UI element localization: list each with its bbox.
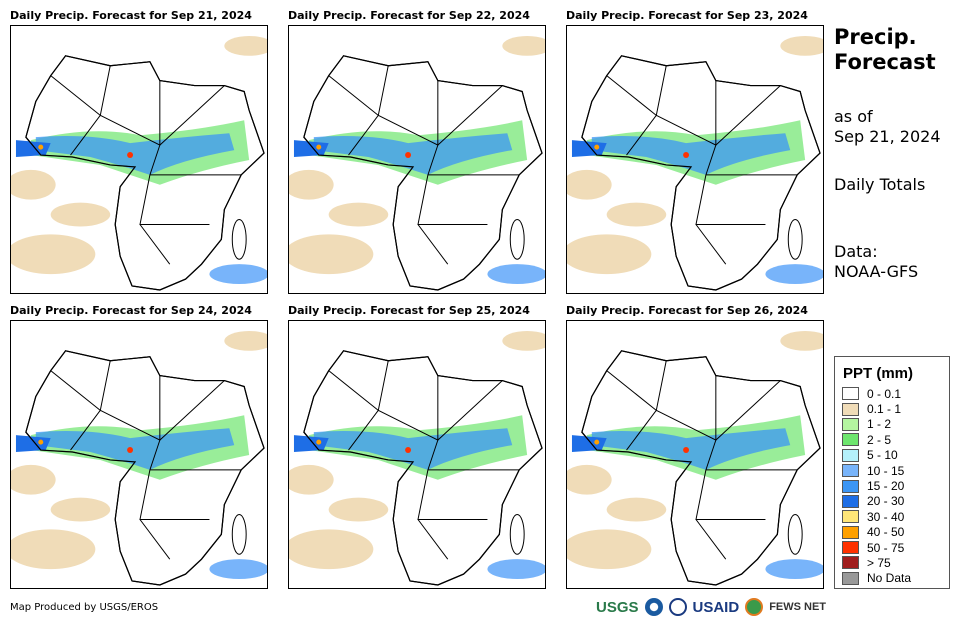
legend-item: 50 - 75 (842, 540, 949, 555)
panel-title: Daily Precip. Forecast for Sep 21, 2024 (10, 9, 252, 22)
data-label: Data: (834, 242, 878, 261)
as-of-label: as of (834, 107, 873, 126)
usgs-logo: USGS (596, 598, 639, 616)
legend-label: 40 - 50 (867, 525, 905, 540)
legend-swatch (842, 464, 859, 478)
legend-label: 15 - 20 (867, 479, 905, 494)
side-title-1: Precip. (834, 25, 917, 49)
legend-label: 0 - 0.1 (867, 386, 902, 401)
legend-label: 50 - 75 (867, 540, 905, 555)
legend-swatch (842, 541, 859, 555)
panel-title: Daily Precip. Forecast for Sep 22, 2024 (288, 9, 530, 22)
map-panel-sep22 (288, 25, 546, 294)
panel-title: Daily Precip. Forecast for Sep 24, 2024 (10, 304, 252, 317)
legend-swatch (842, 448, 859, 462)
legend-swatch (842, 556, 859, 570)
map-panel-sep24 (10, 320, 268, 589)
legend-label: 5 - 10 (867, 448, 898, 463)
legend-item: No Data (842, 571, 949, 586)
map-panel-sep21 (10, 25, 268, 294)
legend-swatch (842, 494, 859, 508)
legend-swatch (842, 433, 859, 447)
legend-swatch (842, 387, 859, 401)
legend-swatch (842, 402, 859, 416)
map-panel-sep26 (566, 320, 824, 589)
legend-label: 30 - 40 (867, 509, 905, 524)
legend-swatch (842, 417, 859, 431)
legend-item: 40 - 50 (842, 525, 949, 540)
legend-swatch (842, 525, 859, 539)
usaid-seal (668, 598, 687, 616)
fews-globe-icon (745, 598, 764, 616)
legend-item: 0.1 - 1 (842, 401, 949, 416)
as-of-date: Sep 21, 2024 (834, 127, 941, 146)
legend-swatch (842, 571, 859, 585)
panel-title: Daily Precip. Forecast for Sep 26, 2024 (566, 304, 808, 317)
legend-item: 2 - 5 (842, 432, 949, 447)
legend-label: 1 - 2 (867, 417, 892, 432)
legend-label: 2 - 5 (867, 432, 892, 447)
legend-title: PPT (mm) (843, 365, 914, 382)
legend-item: 1 - 2 (842, 417, 949, 432)
legend-label: 0.1 - 1 (867, 402, 902, 417)
logos: USGS USAID FEWS NET (596, 598, 826, 616)
legend-item: 10 - 15 (842, 463, 949, 478)
legend-item: 0 - 0.1 (842, 386, 949, 401)
legend-item: 20 - 30 (842, 494, 949, 509)
legend-label: No Data (867, 571, 912, 586)
data-source: NOAA-GFS (834, 262, 919, 281)
legend-label: 10 - 15 (867, 463, 905, 478)
panel-title: Daily Precip. Forecast for Sep 25, 2024 (288, 304, 530, 317)
side-title-2: Forecast (834, 50, 936, 74)
map-panel-sep23 (566, 25, 824, 294)
legend-item: > 75 (842, 555, 949, 570)
panel-title: Daily Precip. Forecast for Sep 23, 2024 (566, 9, 808, 22)
legend-swatch (842, 479, 859, 493)
usaid-logo: USAID (692, 598, 740, 616)
daily-totals-label: Daily Totals (834, 175, 926, 194)
legend-item: 15 - 20 (842, 478, 949, 493)
legend-label: 20 - 30 (867, 494, 905, 509)
fews-net-logo: FEWS NET (769, 601, 827, 613)
legend-label: > 75 (867, 555, 891, 570)
legend-swatch (842, 510, 859, 524)
noaa-logo (644, 598, 663, 616)
legend-item: 5 - 10 (842, 448, 949, 463)
legend-item: 30 - 40 (842, 509, 949, 524)
map-panel-sep25 (288, 320, 546, 589)
footer-credit: Map Produced by USGS/EROS (10, 602, 159, 613)
